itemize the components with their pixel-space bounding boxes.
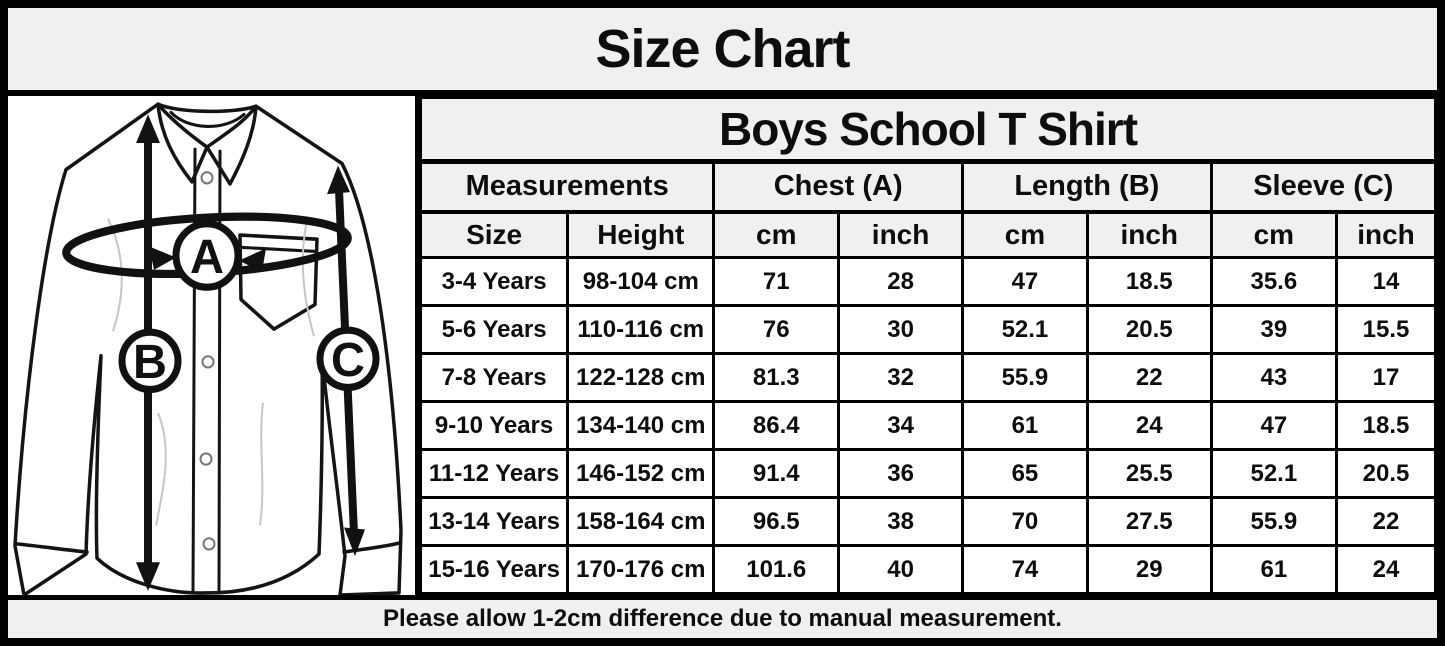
label-a-circle: [172, 220, 242, 291]
col-sleeve-cm: cm: [1209, 210, 1339, 259]
col-length-inch: inch: [1085, 210, 1213, 259]
table-cell: 35.6: [1209, 256, 1339, 307]
table-cell: 61: [1209, 544, 1339, 595]
table-cell: 52.1: [961, 304, 1089, 355]
col-chest-inch: inch: [837, 210, 964, 259]
table-cell: 65: [961, 448, 1089, 499]
col-sleeve-inch: inch: [1335, 210, 1437, 259]
table-cell: 20.5: [1335, 448, 1437, 499]
table-cell: 55.9: [961, 352, 1089, 403]
table-cell: 43: [1209, 352, 1339, 403]
table-cell: 134-140 cm: [566, 400, 716, 451]
table-cell: 29: [1085, 544, 1213, 595]
table-cell: 81.3: [712, 352, 841, 403]
table-cell: 55.9: [1209, 496, 1339, 547]
group-measurements: Measurements: [418, 160, 716, 214]
table-row: 11-12 Years 146-152 cm 91.4 36 65 25.5 5…: [418, 448, 1437, 499]
group-header-row: Measurements Chest (A) Length (B) Sleeve…: [418, 160, 1438, 214]
table-title: Boys School T Shirt: [419, 96, 1437, 164]
table-cell: 27.5: [1085, 496, 1213, 547]
table-cell: 36: [837, 448, 964, 499]
table-cell: 13-14 Years: [418, 496, 570, 547]
table-cell: 15.5: [1335, 304, 1437, 355]
table-cell: 14: [1335, 256, 1437, 307]
table-cell: 71: [712, 256, 841, 307]
table-cell: 86.4: [712, 400, 841, 451]
table-cell: 18.5: [1335, 400, 1437, 451]
footer-note: Please allow 1-2cm difference due to man…: [8, 595, 1437, 638]
table-cell: 61: [961, 400, 1089, 451]
table-cell: 110-116 cm: [566, 304, 716, 355]
table-cell: 22: [1085, 352, 1213, 403]
measure-label-circles: [118, 220, 380, 394]
table-cell: 32: [837, 352, 964, 403]
table-cell: 146-152 cm: [566, 448, 716, 499]
table-cell: 34: [837, 400, 964, 451]
table-cell: 47: [961, 256, 1089, 307]
table-cell: 11-12 Years: [418, 448, 570, 499]
group-chest: Chest (A): [712, 160, 964, 214]
main-content: A B C Boys School T Shirt: [8, 96, 1438, 595]
table-cell: 70: [961, 496, 1089, 547]
label-a: A: [190, 230, 224, 284]
table-title-row: Boys School T Shirt: [419, 96, 1437, 164]
table-row: 9-10 Years 134-140 cm 86.4 34 61 24 47 1…: [418, 400, 1437, 451]
table-cell: 76: [712, 304, 841, 355]
label-c-circle: [316, 326, 380, 392]
col-length-cm: cm: [961, 210, 1089, 259]
table-cell: 7-8 Years: [418, 352, 570, 403]
table-cell: 101.6: [712, 544, 841, 595]
label-b-circle: [118, 328, 182, 394]
table-cell: 96.5: [712, 496, 841, 547]
shirt-illustration-icon: A B C: [13, 102, 403, 595]
table-cell: 20.5: [1085, 304, 1213, 355]
label-c: C: [331, 334, 365, 388]
table-cell: 30: [837, 304, 964, 355]
shirt-diagram-panel: A B C: [8, 96, 419, 595]
page-title: Size Chart: [8, 8, 1437, 96]
group-sleeve: Sleeve (C): [1209, 160, 1438, 214]
size-table: Boys School T Shirt Measurements Chest (…: [418, 96, 1438, 595]
table-row: 15-16 Years 170-176 cm 101.6 40 74 29 61…: [418, 544, 1437, 595]
table-cell: 3-4 Years: [418, 256, 570, 307]
table-cell: 39: [1209, 304, 1339, 355]
group-length: Length (B): [961, 160, 1213, 214]
table-row: 3-4 Years 98-104 cm 71 28 47 18.5 35.6 1…: [418, 256, 1437, 307]
label-b: B: [133, 336, 167, 390]
col-size: Size: [418, 210, 570, 259]
table-cell: 28: [837, 256, 964, 307]
size-table-area: Boys School T Shirt Measurements Chest (…: [418, 96, 1438, 595]
table-cell: 17: [1335, 352, 1437, 403]
table-cell: 98-104 cm: [566, 256, 716, 307]
table-cell: 170-176 cm: [566, 544, 716, 595]
table-cell: 122-128 cm: [566, 352, 716, 403]
col-chest-cm: cm: [712, 210, 841, 259]
table-cell: 15-16 Years: [418, 544, 570, 595]
table-cell: 52.1: [1209, 448, 1339, 499]
table-cell: 18.5: [1085, 256, 1213, 307]
table-cell: 91.4: [712, 448, 841, 499]
table-row: 13-14 Years 158-164 cm 96.5 38 70 27.5 5…: [418, 496, 1437, 547]
table-cell: 158-164 cm: [566, 496, 716, 547]
table-cell: 25.5: [1085, 448, 1213, 499]
table-cell: 5-6 Years: [418, 304, 570, 355]
sub-header-row: Size Height cm inch cm inch cm inch: [418, 210, 1437, 259]
table-row: 5-6 Years 110-116 cm 76 30 52.1 20.5 39 …: [418, 304, 1437, 355]
table-row: 7-8 Years 122-128 cm 81.3 32 55.9 22 43 …: [418, 352, 1437, 403]
table-cell: 38: [837, 496, 964, 547]
table-cell: 24: [1085, 400, 1213, 451]
table-cell: 24: [1335, 544, 1437, 595]
table-cell: 47: [1209, 400, 1339, 451]
table-cell: 9-10 Years: [418, 400, 570, 451]
table-cell: 22: [1335, 496, 1437, 547]
col-height: Height: [566, 210, 716, 259]
table-cell: 40: [837, 544, 964, 595]
table-cell: 74: [961, 544, 1089, 595]
